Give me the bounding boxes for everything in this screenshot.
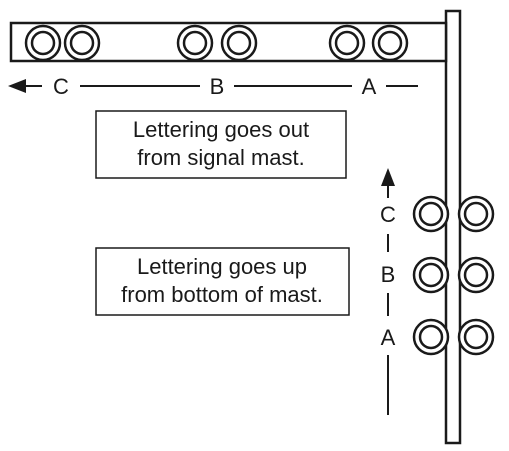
- vertical-signal-head-c: [412, 195, 495, 233]
- up-arrow-icon: [381, 168, 395, 186]
- vertical-label-a: A: [381, 325, 396, 350]
- vertical-signal-head-a: [412, 318, 495, 356]
- left-arrow-icon: [8, 79, 26, 93]
- vertical-label-c: C: [380, 202, 396, 227]
- vertical-label-b: B: [381, 262, 396, 287]
- horizontal-signal-head-b: [176, 24, 258, 62]
- horizontal-signal-head-a: [328, 24, 409, 62]
- signal-mast: [444, 9, 462, 445]
- note-vertical-line2: from bottom of mast.: [121, 282, 323, 307]
- note-vertical-line1: Lettering goes up: [137, 254, 307, 279]
- note-horizontal-line1: Lettering goes out: [133, 117, 309, 142]
- note-box-horizontal: [95, 110, 347, 179]
- note-box-vertical: [95, 247, 350, 316]
- horizontal-label-c: C: [53, 74, 69, 99]
- vertical-signal-head-b: [412, 256, 495, 294]
- note-horizontal-line2: from signal mast.: [137, 145, 305, 170]
- horizontal-label-b: B: [210, 74, 225, 99]
- horizontal-label-a: A: [362, 74, 377, 99]
- horizontal-signal-head-c: [24, 24, 101, 62]
